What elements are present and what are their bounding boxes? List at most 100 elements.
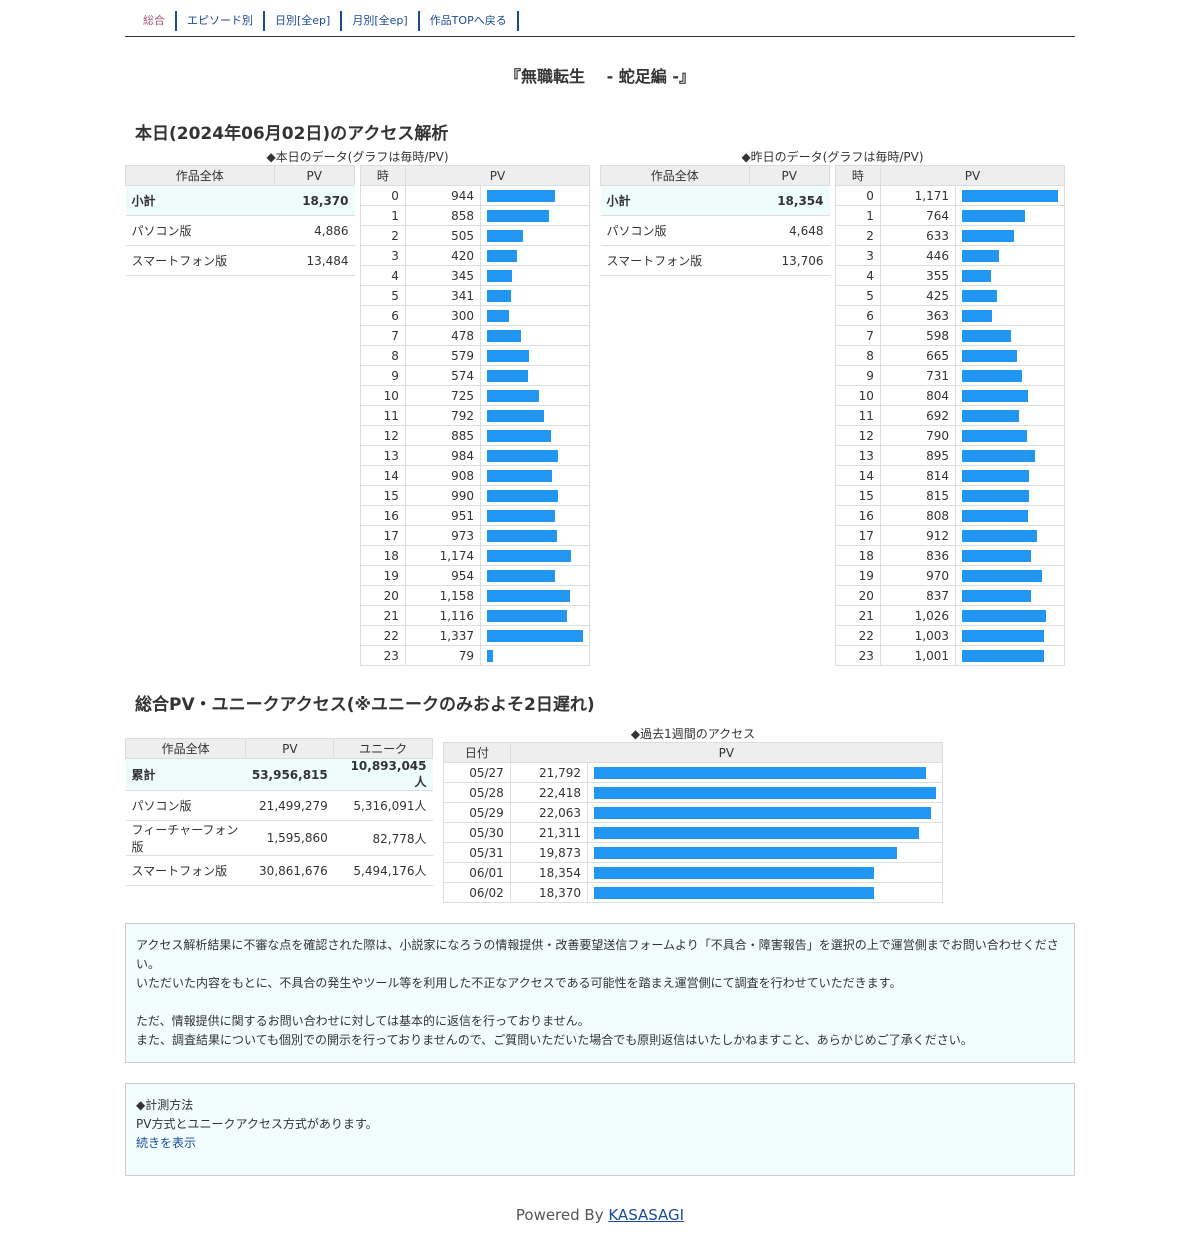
nav-monthly[interactable]: 月別[全ep] xyxy=(342,11,420,31)
nav-episode[interactable]: エピソード別 xyxy=(177,11,265,31)
row-pv: 4,648 xyxy=(749,215,830,246)
header-row: 作品全体 PV xyxy=(125,165,356,186)
table-row: 2 505 xyxy=(360,225,590,246)
page: 総合 エピソード別 日別[全ep] 月別[全ep] 作品TOPへ戻る 『無職転生… xyxy=(124,0,1075,1224)
table-row: 小計 18,370 xyxy=(125,185,355,216)
row-unique: 10,893,045人 xyxy=(333,758,433,791)
nav-daily[interactable]: 日別[全ep] xyxy=(265,11,343,31)
bar-cell xyxy=(955,205,1065,226)
pv-bar xyxy=(487,489,559,502)
hour-cell: 17 xyxy=(360,525,406,546)
date-cell: 05/29 xyxy=(443,802,511,823)
table-row: 0 1,171 xyxy=(835,185,1065,206)
row-pv: 21,499,279 xyxy=(245,790,334,821)
bar-cell xyxy=(480,545,590,566)
bar-cell xyxy=(955,225,1065,246)
nav-bar: 総合 エピソード別 日別[全ep] 月別[全ep] 作品TOPへ戻る xyxy=(125,10,1075,37)
bar-cell xyxy=(587,882,943,903)
pv-value: 973 xyxy=(404,525,482,546)
bar-cell xyxy=(955,585,1065,606)
hour-cell: 17 xyxy=(835,525,881,546)
table-row: 17 973 xyxy=(360,525,590,546)
total-table: 作品全体 PV ユニーク 累計 53,956,815 10,893,045人 パソコン版 21… xyxy=(124,738,433,886)
pv-bar xyxy=(487,549,572,562)
pv-value: 792 xyxy=(404,405,482,426)
table-row: パソコン版 21,499,279 5,316,091人 xyxy=(125,790,433,821)
row-unique: 82,778人 xyxy=(333,820,433,856)
table-row: 20 837 xyxy=(835,585,1065,606)
table-row: スマートフォン版 13,484 xyxy=(125,245,355,276)
header-pv: PV xyxy=(879,165,1066,186)
table-row: 12 885 xyxy=(360,425,590,446)
week-table: 日付 PV 05/27 21,792 05/28 22,418 05/29 22,063 05/… xyxy=(443,742,944,903)
pv-bar xyxy=(962,369,1022,382)
hour-cell: 2 xyxy=(835,225,881,246)
pv-bar xyxy=(487,309,509,322)
table-row: 8 665 xyxy=(835,345,1065,366)
header-label: 作品全体 xyxy=(600,165,750,186)
row-label: スマートフォン版 xyxy=(600,245,750,276)
header-hour: 時 xyxy=(835,165,881,186)
table-row: 5 341 xyxy=(360,285,590,306)
bar-cell xyxy=(955,285,1065,306)
pv-bar xyxy=(594,866,874,879)
pv-value: 79 xyxy=(404,645,482,666)
row-label: 累計 xyxy=(125,758,246,791)
nav-overall[interactable]: 総合 xyxy=(133,11,177,31)
pv-value: 598 xyxy=(879,325,957,346)
table-row: 23 1,001 xyxy=(835,645,1065,666)
pv-bar xyxy=(487,449,558,462)
notice-line: いただいた内容をもとに、不具合の発生やツール等を利用した不正なアクセスである可能… xyxy=(136,976,902,990)
hour-cell: 15 xyxy=(360,485,406,506)
nav-work-top[interactable]: 作品TOPへ戻る xyxy=(420,11,519,31)
hour-cell: 4 xyxy=(835,265,881,286)
table-row: 20 1,158 xyxy=(360,585,590,606)
hour-cell: 9 xyxy=(835,365,881,386)
footer-text: Powered By xyxy=(515,1206,609,1224)
bar-cell xyxy=(955,345,1065,366)
pv-value: 425 xyxy=(879,285,957,306)
pv-value: 815 xyxy=(879,485,957,506)
bar-cell xyxy=(480,605,590,626)
row-unique: 5,316,091人 xyxy=(333,790,433,821)
row-label: パソコン版 xyxy=(125,790,246,821)
pv-value: 951 xyxy=(404,505,482,526)
bar-cell xyxy=(480,525,590,546)
bar-cell xyxy=(480,305,590,326)
table-row: 17 912 xyxy=(835,525,1065,546)
kasasagi-link[interactable]: KASASAGI xyxy=(608,1206,685,1224)
pv-value: 446 xyxy=(879,245,957,266)
bar-cell xyxy=(480,285,590,306)
table-row: 18 836 xyxy=(835,545,1065,566)
hour-cell: 16 xyxy=(835,505,881,526)
pv-bar xyxy=(962,409,1019,422)
pv-value: 836 xyxy=(879,545,957,566)
pv-value: 1,001 xyxy=(879,645,957,666)
pv-value: 478 xyxy=(404,325,482,346)
table-row: 05/31 19,873 xyxy=(443,842,943,863)
pv-bar xyxy=(962,229,1014,242)
header-row: 時 PV xyxy=(360,165,591,186)
pv-value: 21,311 xyxy=(509,822,589,843)
table-row: 小計 18,354 xyxy=(600,185,830,216)
pv-value: 355 xyxy=(879,265,957,286)
pv-value: 814 xyxy=(879,465,957,486)
table-row: 05/28 22,418 xyxy=(443,782,943,803)
pv-value: 790 xyxy=(879,425,957,446)
table-row: 2 633 xyxy=(835,225,1065,246)
pv-value: 420 xyxy=(404,245,482,266)
pv-value: 725 xyxy=(404,385,482,406)
bar-cell xyxy=(480,485,590,506)
table-row: 4 345 xyxy=(360,265,590,286)
table-row: 22 1,337 xyxy=(360,625,590,646)
header-pv: PV xyxy=(273,165,356,186)
table-row: スマートフォン版 13,706 xyxy=(600,245,830,276)
pv-bar xyxy=(487,509,556,522)
pv-value: 1,171 xyxy=(879,185,957,206)
hour-cell: 6 xyxy=(360,305,406,326)
pv-bar xyxy=(962,609,1047,622)
show-more-link[interactable]: 続きを表示 xyxy=(136,1136,197,1150)
table-row: 13 895 xyxy=(835,445,1065,466)
pv-value: 990 xyxy=(404,485,482,506)
bar-cell xyxy=(480,405,590,426)
